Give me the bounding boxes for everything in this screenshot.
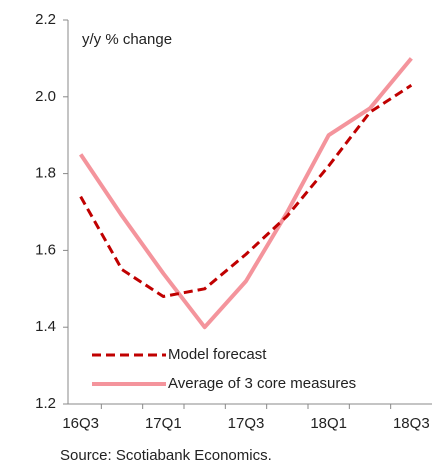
legend-label: Average of 3 core measures: [168, 375, 356, 392]
x-tick-label: 18Q1: [310, 415, 347, 432]
y-tick-label: 1.6: [35, 241, 56, 258]
y-tick-label: 1.2: [35, 395, 56, 412]
y-tick-label: 2.0: [35, 88, 56, 105]
x-tick-label: 17Q1: [145, 415, 182, 432]
legend-label: Model forecast: [168, 346, 267, 363]
source: Source: Scotiabank Economics.: [60, 447, 272, 464]
y-tick-label: 1.8: [35, 165, 56, 182]
y-tick-label: 1.4: [35, 318, 56, 335]
x-tick-label: 18Q3: [393, 415, 430, 432]
series-line: [79, 57, 413, 330]
annotation: y/y % change: [82, 31, 172, 48]
x-tick-label: 17Q3: [228, 415, 265, 432]
series-line: [79, 84, 413, 298]
x-tick-label: 16Q3: [62, 415, 99, 432]
y-tick-label: 2.2: [35, 11, 56, 28]
